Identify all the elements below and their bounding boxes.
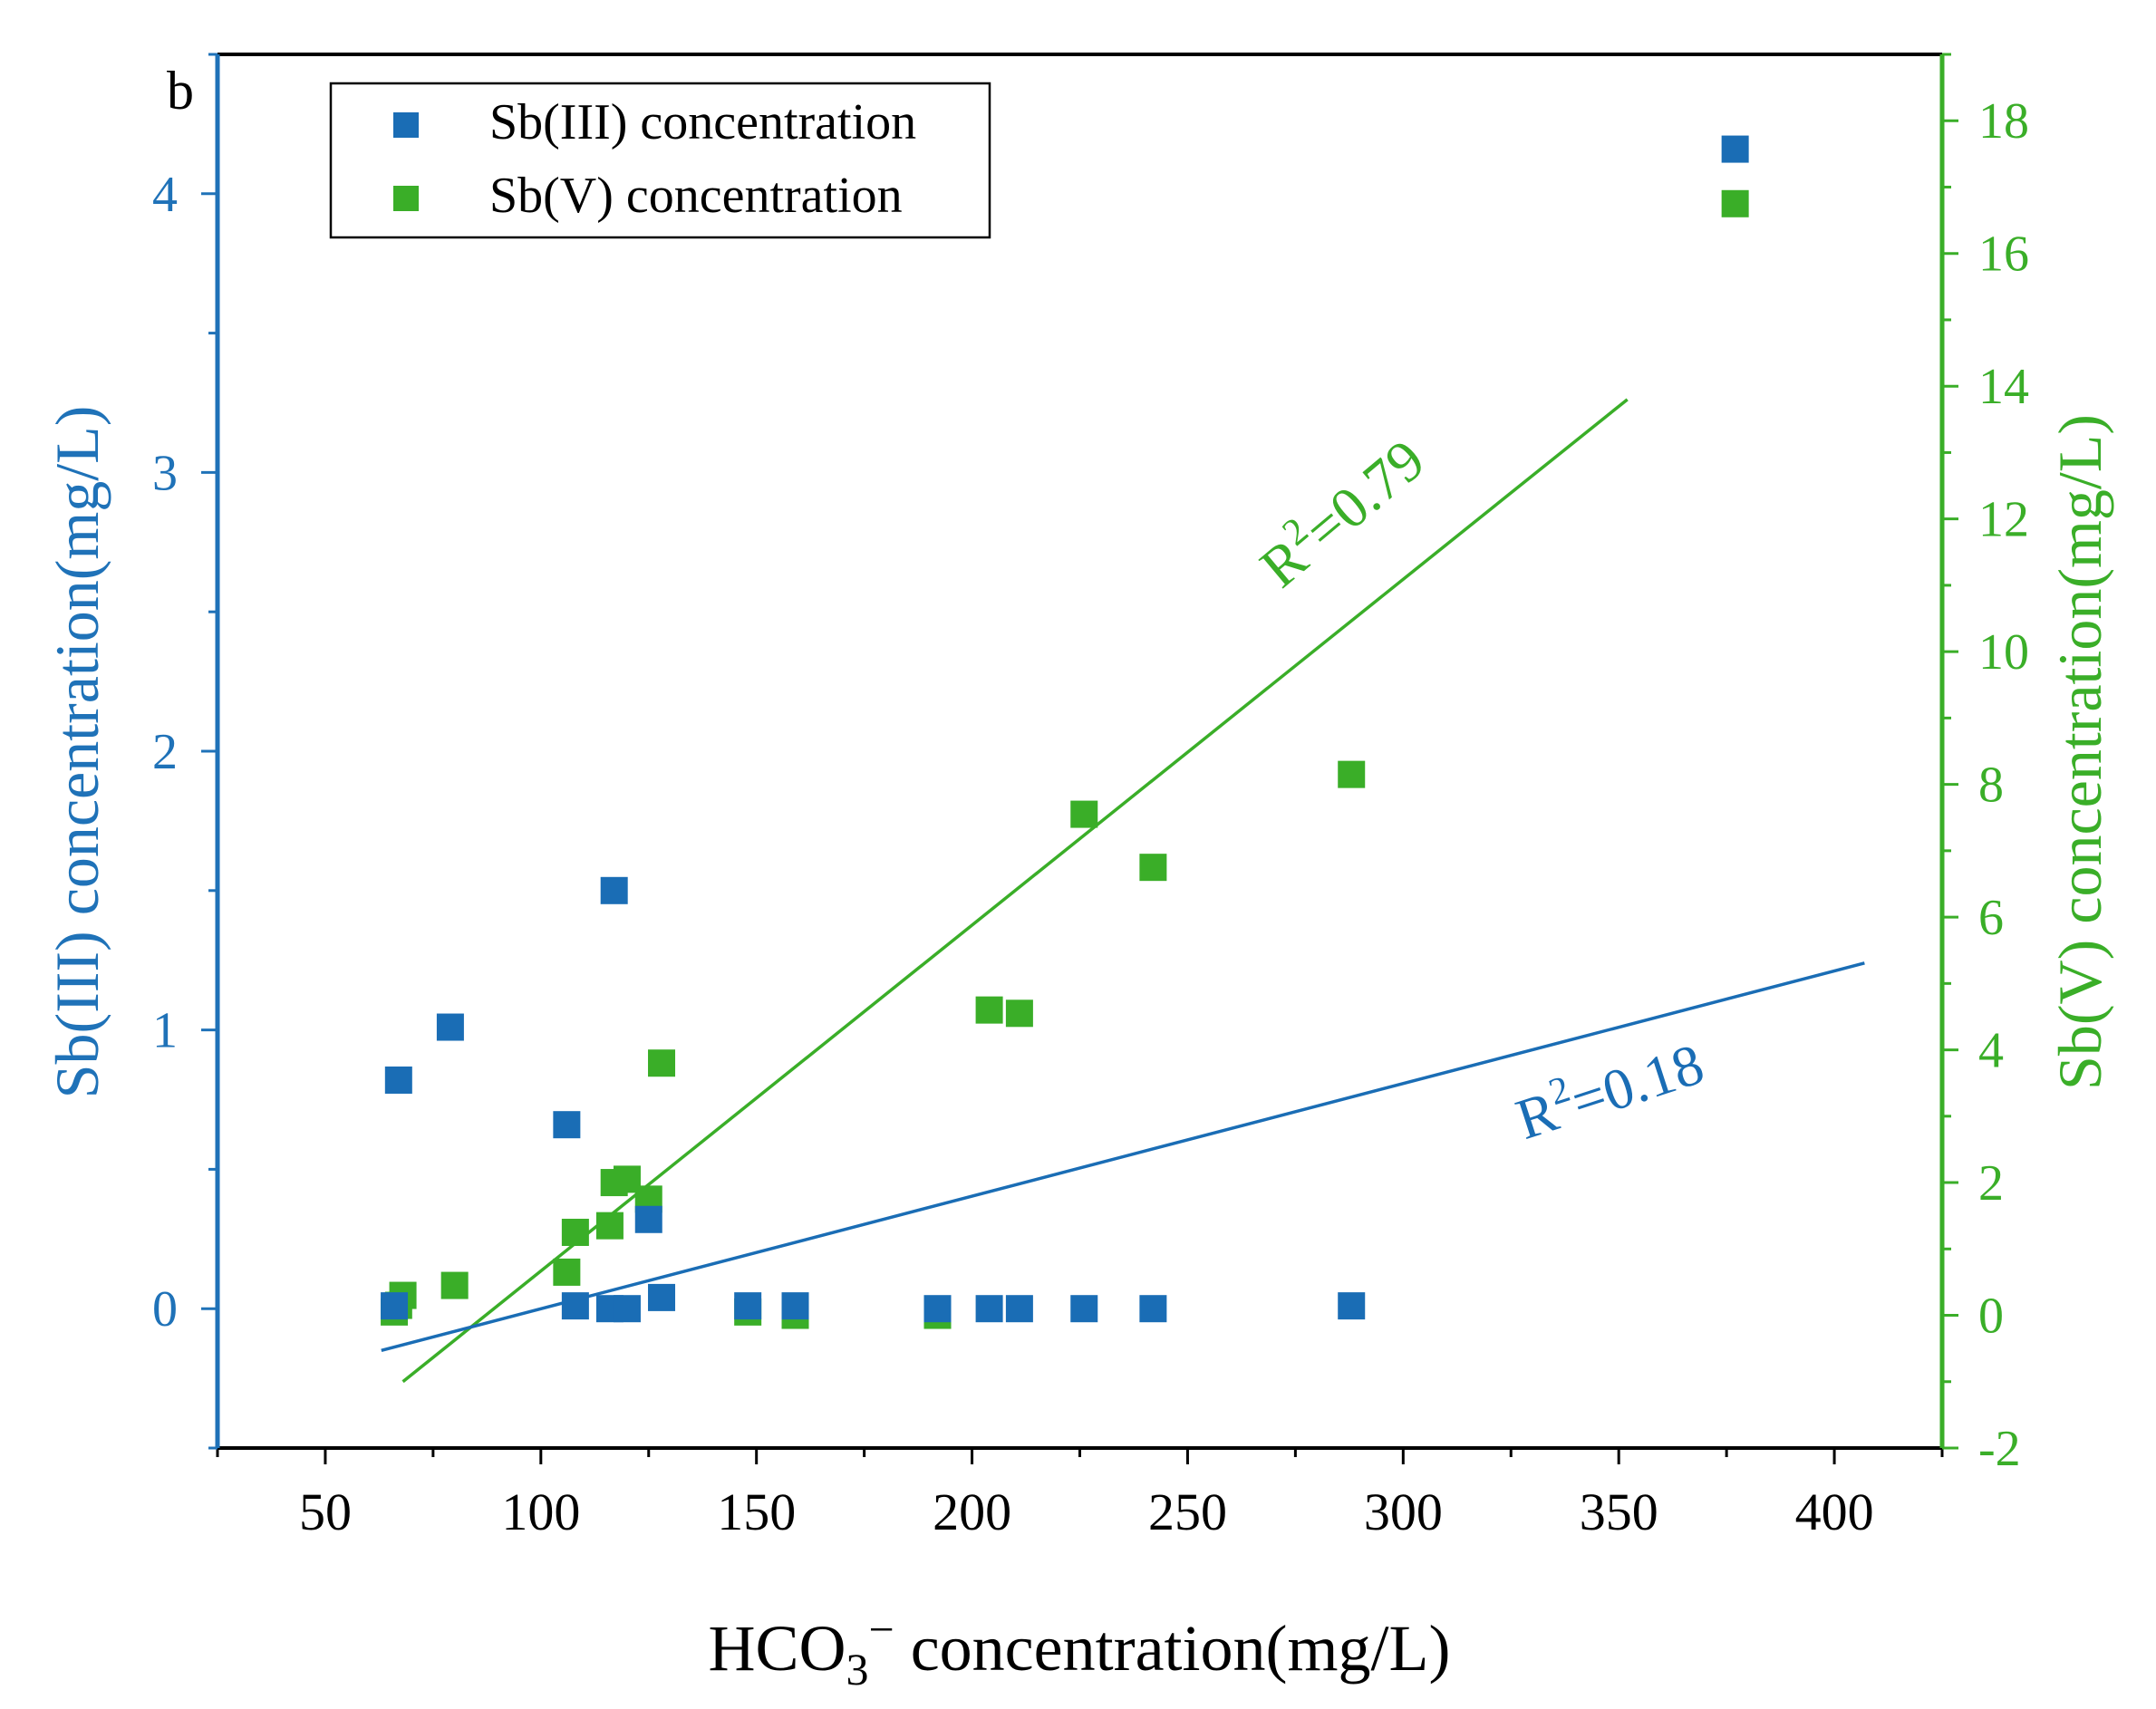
sb3-point — [634, 1205, 662, 1233]
sb5-point — [561, 1218, 589, 1246]
x-axis-title: HCO3− concentration(mg/L) — [709, 1604, 1451, 1695]
x-tick-label: 400 — [1795, 1482, 1874, 1541]
sb3-point — [1139, 1295, 1167, 1323]
sb3-point — [1005, 1295, 1033, 1323]
x-tick-label: 200 — [933, 1482, 1011, 1541]
sb3-point — [561, 1292, 589, 1320]
sb5-point — [1070, 800, 1098, 828]
legend: Sb(III) concentration Sb(V) concentratio… — [329, 82, 991, 239]
y-right-tick-label: 18 — [1978, 93, 2029, 150]
sb5-point — [975, 996, 1003, 1024]
y-right-axis-title: Sb(V) concentration(mg/L) — [2045, 414, 2114, 1090]
panel-label: b — [167, 61, 194, 121]
sb3-point — [1721, 135, 1749, 163]
sb5-point — [553, 1258, 581, 1286]
x-tick-label: 150 — [717, 1482, 796, 1541]
sb5-point — [1005, 999, 1033, 1028]
x-tick-label: 100 — [501, 1482, 580, 1541]
y-left-tick-label: 0 — [152, 1281, 178, 1337]
y-left-tick-label: 2 — [152, 724, 178, 780]
sb3-point — [613, 1295, 641, 1323]
y-right-tick-label: 12 — [1978, 492, 2029, 548]
x-tick-label: 50 — [299, 1482, 352, 1541]
x-axis-title-main: HCO — [709, 1612, 846, 1685]
sb3-fit-line — [381, 961, 1865, 1353]
sb3-point — [1070, 1295, 1098, 1323]
sb3-point — [781, 1292, 809, 1320]
sb3-point — [648, 1283, 676, 1311]
sb5-point — [595, 1212, 624, 1240]
y-right-tick-label: -2 — [1978, 1421, 2021, 1477]
sb3-point — [1338, 1292, 1366, 1320]
x-tick-label: 300 — [1364, 1482, 1443, 1541]
sb5-point — [1338, 760, 1366, 788]
sb5-point — [1139, 854, 1167, 882]
y-right-tick-label: 0 — [1978, 1289, 2004, 1345]
sb3-point — [600, 876, 628, 904]
y-left-axis-title: Sb(III) concentration(mg/L) — [43, 406, 111, 1099]
y-right-tick-label: 14 — [1978, 359, 2029, 415]
sb5-point — [1721, 189, 1749, 217]
sb3-point — [384, 1066, 412, 1094]
x-axis-title-superscript: − — [869, 1604, 894, 1655]
x-axis-title-rest: concentration(mg/L) — [894, 1612, 1451, 1685]
x-tick-label: 350 — [1580, 1482, 1658, 1541]
sb5-point — [440, 1271, 469, 1299]
y-left-tick-label: 4 — [152, 167, 178, 223]
sb3-point — [553, 1111, 581, 1139]
sb3-point — [923, 1295, 952, 1323]
sb3-point — [436, 1013, 464, 1041]
legend-sb3-marker — [393, 112, 419, 138]
y-right-tick-label: 6 — [1978, 890, 2004, 946]
legend-box — [329, 82, 991, 239]
sb3-point — [381, 1292, 409, 1320]
sb3-point — [975, 1295, 1003, 1323]
legend-sb5-marker — [393, 186, 419, 211]
x-axis-title-subscript: 3 — [846, 1644, 869, 1695]
sb3-point — [734, 1292, 762, 1320]
y-left-tick-label: 1 — [152, 1003, 178, 1059]
legend-sb5-label: Sb(V) concentration — [489, 168, 903, 224]
y-right-tick-label: 2 — [1978, 1155, 2004, 1212]
y-right-tick-label: 10 — [1978, 624, 2029, 681]
legend-sb3-label: Sb(III) concentration — [489, 94, 916, 150]
sb5-point — [648, 1049, 676, 1077]
x-tick-label: 250 — [1148, 1482, 1227, 1541]
y-right-tick-label: 4 — [1978, 1023, 2004, 1079]
y-right-tick-label: 16 — [1978, 227, 2029, 283]
y-right-tick-label: 8 — [1978, 758, 2004, 814]
y-left-tick-label: 3 — [152, 445, 178, 501]
